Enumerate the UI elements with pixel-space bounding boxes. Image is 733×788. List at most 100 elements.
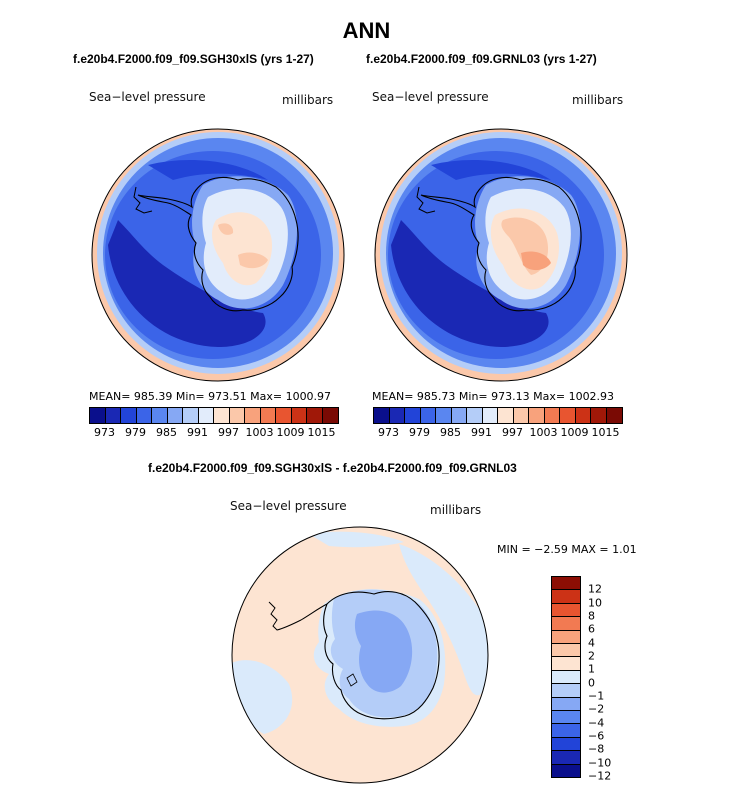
map-low-pressure-core-2	[431, 160, 551, 180]
colorbar-swatch-5	[167, 408, 183, 423]
diff-colorbar-tick-label: 1	[588, 662, 595, 676]
panel-2-units-label: millibars	[572, 93, 624, 107]
colorbar-swatch-13	[575, 408, 591, 423]
colorbar-tick-label: 991	[471, 426, 492, 439]
diff-colorbar-tick-label: −12	[588, 769, 612, 783]
colorbar-swatch-2	[405, 408, 421, 423]
diff-colorbar-swatch-7	[552, 670, 580, 685]
diff-colorbar-tick-label: 8	[588, 609, 595, 623]
panel-1-title: f.e20b4.F2000.f09_f09.SGH30xlS (yrs 1-27…	[73, 52, 314, 66]
colorbar-tick-label: 985	[156, 426, 177, 439]
map-low-pressure-core	[391, 220, 549, 347]
colorbar-swatch-14	[307, 408, 323, 423]
colorbar-swatch-7	[198, 408, 214, 423]
diff-colorbar-swatch-8	[552, 684, 580, 698]
diff-colorbar-swatch-14	[552, 764, 580, 778]
diff-colorbar-ticks: 12 10 8 6 4 2 1 0 −1 −2 −4 −6 −8 −10 −12	[588, 576, 628, 783]
diff-map-border	[231, 526, 489, 784]
colorbar-swatch-10	[245, 408, 261, 423]
peninsula-coastline	[133, 186, 153, 214]
colorbar-tick-label: 997	[502, 426, 523, 439]
diff-colorbar-tick-label: −10	[588, 756, 612, 770]
diff-colorbar-swatch-1	[552, 590, 580, 604]
diff-peninsula-coastline	[268, 601, 328, 631]
colorbar-tick-label: 1015	[591, 426, 620, 439]
diff-colorbar-swatch-10	[552, 711, 580, 725]
diff-colorbar	[551, 576, 581, 778]
colorbar-swatch-11	[544, 408, 560, 423]
colorbar-swatch-8	[214, 408, 230, 423]
diff-colorbar-tick-label: 12	[588, 582, 602, 596]
colorbar-swatch-9	[513, 408, 529, 423]
panel-1-colorbar-ticks: 973 979 985 991 997 1003 1009 1015	[89, 426, 337, 440]
diff-colorbar-swatch-3	[552, 617, 580, 631]
colorbar-tick-label: 973	[94, 426, 115, 439]
panel-1-units-label: millibars	[282, 93, 334, 107]
panel-2-map	[374, 128, 628, 382]
colorbar-swatch-3	[136, 408, 152, 423]
colorbar-swatch-14	[591, 408, 607, 423]
panel-1-variable-label: Sea−level pressure	[89, 90, 206, 104]
coastline	[420, 176, 582, 312]
diff-colorbar-swatch-0	[552, 577, 580, 591]
diff-colorbar-swatch-13	[552, 751, 580, 765]
diff-stats: MIN = −2.59 MAX = 1.01	[497, 543, 637, 556]
diff-minus-2-region	[354, 610, 413, 693]
colorbar-tick-label: 1009	[276, 426, 305, 439]
colorbar-swatch-12	[560, 408, 576, 423]
colorbar-swatch-0	[90, 408, 106, 423]
panel-1-stats: MEAN= 985.39 Min= 973.51 Max= 1000.97	[89, 390, 332, 403]
map-border	[374, 128, 628, 382]
map-antarctica-peak	[238, 252, 268, 269]
diff-island	[346, 673, 358, 687]
colorbar-swatch-7	[482, 408, 498, 423]
diff-variable-label: Sea−level pressure	[230, 499, 347, 513]
diff-colorbar-tick-label: −4	[588, 716, 605, 730]
colorbar-tick-label: 1009	[560, 426, 589, 439]
colorbar-swatch-4	[436, 408, 452, 423]
map-border	[91, 128, 345, 382]
diff-coastline	[323, 591, 440, 720]
colorbar-swatch-3	[420, 408, 436, 423]
diff-colorbar-tick-label: 10	[588, 596, 602, 610]
colorbar-swatch-5	[451, 408, 467, 423]
peninsula-coastline	[416, 186, 436, 214]
diff-colorbar-swatch-5	[552, 644, 580, 658]
diff-colorbar-tick-label: 0	[588, 676, 595, 690]
map-low-pressure-core	[108, 220, 266, 347]
colorbar-swatch-12	[276, 408, 292, 423]
colorbar-swatch-6	[183, 408, 199, 423]
panel-2-title: f.e20b4.F2000.f09_f09.GRNL03 (yrs 1-27)	[366, 52, 597, 66]
map-antarctica-peak-2	[521, 251, 551, 271]
colorbar-tick-label: 991	[187, 426, 208, 439]
panel-2-stats: MEAN= 985.73 Min= 973.13 Max= 1002.93	[372, 390, 615, 403]
diff-negative-region-east	[399, 544, 488, 696]
diff-colorbar-swatch-2	[552, 603, 580, 618]
colorbar-tick-label: 997	[218, 426, 239, 439]
page-title: ANN	[342, 18, 391, 43]
diff-colorbar-tick-label: −2	[588, 702, 605, 716]
colorbar-swatch-2	[121, 408, 137, 423]
colorbar-tick-label: 985	[440, 426, 461, 439]
diff-negative-region-top	[309, 531, 404, 548]
colorbar-swatch-9	[229, 408, 245, 423]
colorbar-tick-label: 1003	[529, 426, 558, 439]
colorbar-swatch-8	[498, 408, 514, 423]
colorbar-swatch-1	[389, 408, 405, 423]
diff-colorbar-tick-label: −8	[588, 742, 605, 756]
diff-colorbar-tick-label: 2	[588, 649, 595, 663]
panel-2-variable-label: Sea−level pressure	[372, 90, 489, 104]
panel-1-colorbar	[89, 407, 339, 424]
colorbar-swatch-15	[322, 408, 338, 423]
diff-colorbar-swatch-4	[552, 630, 580, 645]
colorbar-swatch-15	[606, 408, 622, 423]
colorbar-swatch-13	[291, 408, 307, 423]
diff-colorbar-swatch-11	[552, 724, 580, 738]
diff-units-label: millibars	[430, 503, 482, 517]
colorbar-tick-label: 1003	[245, 426, 274, 439]
diff-colorbar-swatch-6	[552, 657, 580, 671]
colorbar-tick-label: 979	[409, 426, 430, 439]
panel-1-map	[91, 128, 345, 382]
panel-2-colorbar-ticks: 973 979 985 991 997 1003 1009 1015	[373, 426, 621, 440]
diff-colorbar-tick-label: −6	[588, 729, 605, 743]
